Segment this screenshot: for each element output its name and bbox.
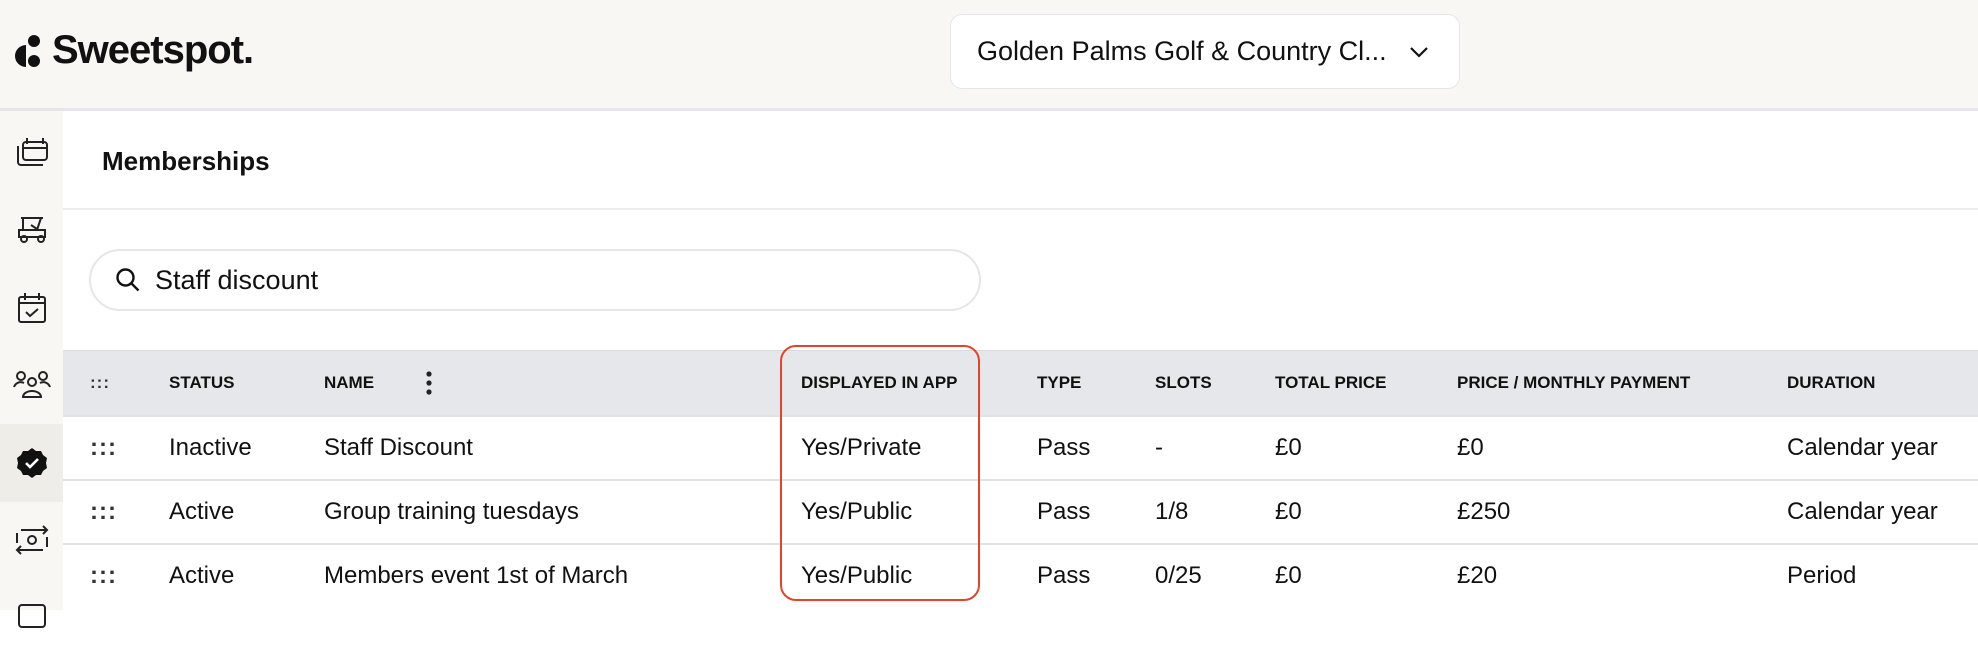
logo[interactable]: Sweetspot. xyxy=(12,28,254,73)
golf-cart-icon xyxy=(17,217,46,243)
cell-status: Active xyxy=(169,498,235,525)
sidebar-item-card[interactable] xyxy=(0,581,63,651)
cell-duration: Calendar year xyxy=(1787,434,1938,461)
cell-name: Group training tuesdays xyxy=(324,498,579,525)
table-row[interactable]: ::: Inactive Staff Discount Yes/Private Pass… xyxy=(63,415,1978,479)
sweetspot-logo-icon xyxy=(15,34,40,67)
cell-name: Members event 1st of March xyxy=(324,562,629,589)
search-field[interactable] xyxy=(89,249,981,311)
cell-displayed-in-app: Yes/Public xyxy=(801,498,913,525)
calendar-check-icon xyxy=(17,293,46,323)
table-row[interactable]: ::: Active Members event 1st of March Yes/P… xyxy=(63,543,1978,607)
drag-handle-icon[interactable]: ::: xyxy=(90,434,117,461)
cell-type: Pass xyxy=(1037,434,1091,461)
users-icon xyxy=(12,371,51,398)
cell-status: Inactive xyxy=(169,434,252,461)
column-header-displayed-in-app[interactable]: DISPLAYED IN APP xyxy=(801,373,958,392)
cell-displayed-in-app: Yes/Private xyxy=(801,434,922,461)
drag-handle-icon[interactable]: ::: xyxy=(90,562,117,589)
logo-text: Sweetspot. xyxy=(52,28,254,72)
cell-status: Active xyxy=(169,562,235,589)
divider xyxy=(63,208,1978,210)
column-header-duration[interactable]: DURATION xyxy=(1787,373,1876,392)
calendar-stack-icon xyxy=(16,138,48,166)
cell-price-monthly: £250 xyxy=(1457,498,1511,525)
column-header-price-monthly[interactable]: PRICE / MONTHLY PAYMENT xyxy=(1457,373,1691,392)
column-header-type[interactable]: TYPE xyxy=(1037,373,1082,392)
cell-name: Staff Discount xyxy=(324,434,473,461)
sidebar-item-bookings[interactable] xyxy=(0,117,63,187)
search-icon xyxy=(116,268,140,292)
cell-type: Pass xyxy=(1037,562,1091,589)
kebab-menu-icon xyxy=(426,371,432,395)
cell-slots: 0/25 xyxy=(1155,562,1202,589)
top-header: Sweetspot. Golden Palms Golf & Country C… xyxy=(0,0,1978,111)
cell-duration: Period xyxy=(1787,562,1857,589)
cell-slots: 1/8 xyxy=(1155,498,1189,525)
column-header-status[interactable]: STATUS xyxy=(169,373,235,392)
column-header-slots[interactable]: SLOTS xyxy=(1155,373,1212,392)
cell-displayed-in-app: Yes/Public xyxy=(801,562,913,589)
chevron-down-icon xyxy=(1409,46,1428,58)
highlight-box xyxy=(780,345,980,601)
drag-handle-icon[interactable]: ::: xyxy=(90,373,110,392)
cell-total-price: £0 xyxy=(1275,498,1302,525)
table-header: ::: STATUS NAME DISPLAYED IN APP TYPE SL… xyxy=(63,350,1978,415)
cell-type: Pass xyxy=(1037,498,1091,525)
sidebar-item-payments[interactable] xyxy=(0,505,63,575)
cell-total-price: £0 xyxy=(1275,434,1302,461)
card-icon xyxy=(17,604,46,628)
page-title: Memberships xyxy=(102,146,270,176)
search-input[interactable] xyxy=(155,264,935,296)
cell-price-monthly: £20 xyxy=(1457,562,1498,589)
sidebar-item-carts[interactable] xyxy=(0,195,63,265)
column-header-total-price[interactable]: TOTAL PRICE xyxy=(1275,373,1387,392)
cell-slots: - xyxy=(1155,434,1163,461)
cell-duration: Calendar year xyxy=(1787,498,1938,525)
sidebar-item-schedule[interactable] xyxy=(0,273,63,343)
sidebar-item-memberships[interactable] xyxy=(0,424,63,502)
cell-total-price: £0 xyxy=(1275,562,1302,589)
club-selector[interactable]: Golden Palms Golf & Country Cl... xyxy=(950,14,1460,89)
sidebar-item-members[interactable] xyxy=(0,349,63,419)
sidebar xyxy=(0,111,63,628)
club-selector-value: Golden Palms Golf & Country Cl... xyxy=(977,36,1387,66)
column-menu-button[interactable] xyxy=(425,351,433,415)
badge-check-icon xyxy=(16,448,47,478)
drag-handle-icon[interactable]: ::: xyxy=(90,498,117,525)
cell-price-monthly: £0 xyxy=(1457,434,1484,461)
table-row[interactable]: ::: Active Group training tuesdays Yes/Publ… xyxy=(63,479,1978,543)
money-transfer-icon xyxy=(15,525,48,555)
column-header-name[interactable]: NAME xyxy=(324,373,375,392)
